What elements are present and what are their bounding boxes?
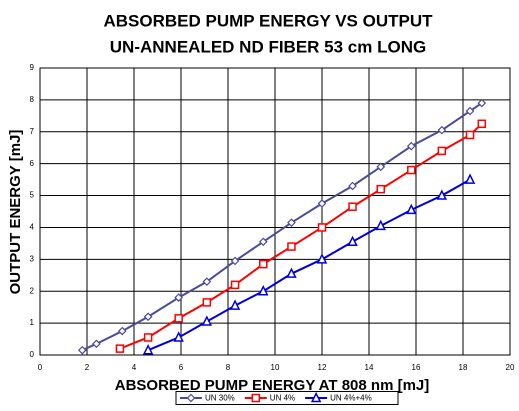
marker	[117, 326, 127, 336]
marker	[316, 253, 328, 264]
marker	[174, 314, 183, 323]
marker	[376, 162, 386, 172]
marker	[258, 285, 269, 296]
marker	[406, 141, 416, 151]
marker	[186, 393, 196, 403]
x-tick-label: 16	[412, 363, 421, 372]
marker	[286, 267, 297, 278]
marker	[143, 312, 153, 322]
chart-title: ABSORBED PUMP ENERGY VS OUTPUT	[103, 11, 433, 30]
marker	[287, 218, 296, 228]
x-tick-label: 2	[85, 363, 90, 372]
marker	[287, 242, 296, 251]
marker	[348, 181, 357, 191]
x-tick-label: 20	[506, 363, 515, 372]
marker	[202, 298, 212, 307]
marker	[173, 331, 184, 342]
marker	[437, 125, 447, 135]
x-tick-label: 8	[226, 363, 231, 372]
x-tick-label: 6	[179, 363, 184, 372]
marker	[201, 315, 213, 326]
marker	[92, 339, 101, 349]
marker	[229, 299, 241, 310]
marker	[77, 345, 87, 355]
legend-box	[175, 391, 399, 405]
marker	[143, 333, 153, 342]
marker	[407, 165, 416, 175]
marker	[406, 203, 417, 215]
marker	[142, 344, 154, 355]
marker	[376, 184, 385, 194]
marker	[347, 235, 358, 247]
chart-subtitle: UN-ANNEALED ND FIBER 53 cm LONG	[110, 37, 426, 56]
marker	[465, 130, 475, 140]
marker	[464, 173, 476, 184]
marker	[115, 344, 125, 353]
legend-label: UN 30%	[205, 394, 235, 403]
y-tick-label: 0	[30, 350, 35, 359]
y-tick-label: 9	[30, 63, 35, 72]
y-tick-label: 8	[30, 95, 35, 104]
marker	[259, 259, 268, 269]
marker	[251, 393, 261, 403]
marker	[477, 119, 487, 129]
marker	[477, 98, 487, 108]
y-tick-label: 6	[30, 159, 35, 168]
y-tick-label: 4	[30, 223, 35, 232]
marker	[375, 219, 386, 231]
marker	[436, 189, 448, 200]
x-tick-label: 14	[365, 363, 374, 372]
y-tick-label: 7	[30, 127, 35, 136]
marker	[310, 391, 322, 403]
y-tick-label: 2	[30, 286, 35, 295]
y-tick-label: 3	[30, 254, 35, 263]
marker	[317, 199, 327, 208]
series-line	[147, 178, 471, 352]
y-tick-label: 1	[30, 318, 35, 327]
x-tick-label: 12	[318, 363, 327, 372]
marker	[258, 237, 268, 247]
series-line	[81, 102, 483, 352]
legend-label: UN 4%+4%	[330, 394, 372, 403]
marker	[465, 106, 475, 116]
x-tick-label: 10	[271, 363, 280, 372]
marker	[230, 280, 240, 290]
series-line	[119, 123, 483, 350]
x-tick-label: 18	[459, 363, 468, 372]
x-tick-label: 0	[38, 363, 43, 372]
y-tick-label: 5	[30, 191, 35, 200]
y-axis-label: OUTPUT ENERGY [mJ]	[7, 130, 24, 295]
x-axis-label: ABSORBED PUMP ENERGY AT 808 nm [mJ]	[115, 377, 430, 394]
marker	[230, 256, 240, 266]
marker	[348, 202, 357, 211]
legend-label: UN 4%	[270, 394, 295, 403]
marker	[202, 277, 212, 287]
marker	[317, 223, 327, 232]
marker	[174, 293, 183, 302]
x-tick-label: 4	[132, 363, 137, 372]
marker	[437, 146, 447, 156]
plot-frame	[39, 67, 511, 356]
